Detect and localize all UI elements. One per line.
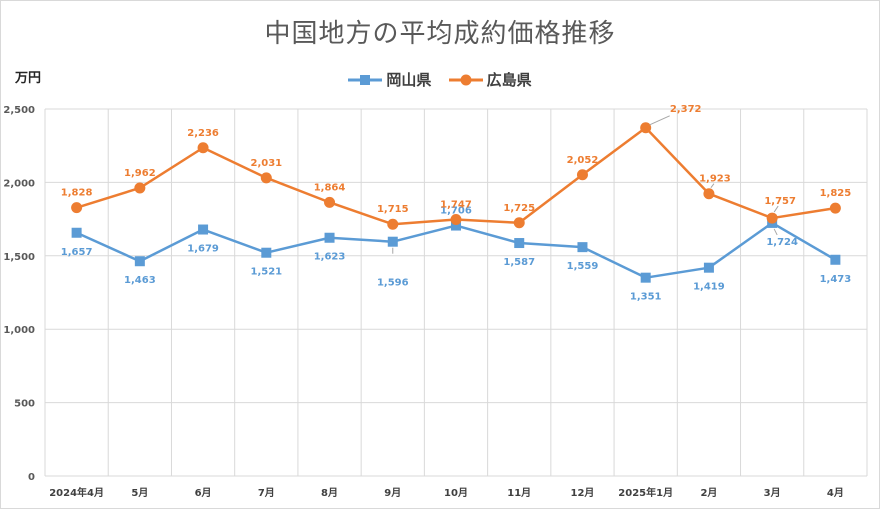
x-tick-label: 12月: [571, 487, 595, 499]
data-point-okayama: [640, 272, 651, 283]
x-tick-label: 6月: [195, 487, 212, 499]
data-label-okayama: 1,419: [693, 282, 725, 293]
data-label-okayama: 1,706: [440, 206, 472, 217]
data-point-hiroshima: [387, 218, 399, 230]
data-label-okayama: 1,679: [187, 244, 219, 255]
data-point-hiroshima: [71, 202, 83, 214]
data-label-hiroshima: 1,825: [820, 188, 852, 199]
data-point-okayama: [451, 220, 461, 231]
data-point-hiroshima: [766, 212, 778, 224]
data-label-okayama: 1,521: [250, 267, 282, 278]
data-point-okayama: [198, 224, 209, 235]
data-label-hiroshima: 1,715: [377, 204, 409, 215]
data-label-okayama: 1,473: [820, 274, 852, 285]
data-label-okayama: 1,559: [567, 261, 599, 272]
data-point-hiroshima: [260, 172, 272, 184]
data-point-hiroshima: [640, 122, 652, 134]
label-leader-line: [773, 205, 779, 213]
x-tick-label: 3月: [764, 487, 781, 499]
data-label-okayama: 1,724: [766, 237, 798, 248]
y-axis-unit-label: 万円: [15, 71, 42, 86]
y-tick-label: 1,500: [3, 252, 35, 263]
data-label-okayama: 1,596: [377, 278, 409, 289]
y-tick-label: 2,500: [3, 105, 35, 116]
data-label-hiroshima: 1,757: [764, 196, 796, 207]
data-point-hiroshima: [576, 169, 588, 181]
data-point-hiroshima: [197, 142, 209, 154]
data-label-hiroshima: 2,372: [670, 104, 702, 115]
data-point-okayama: [261, 247, 272, 258]
data-point-hiroshima: [450, 214, 462, 226]
data-point-okayama: [324, 232, 335, 243]
legend-label-okayama: 岡山県: [386, 71, 432, 89]
data-point-hiroshima: [703, 188, 715, 200]
data-point-okayama: [134, 256, 145, 267]
data-label-okayama: 1,463: [124, 275, 156, 286]
x-tick-label: 2025年1月: [618, 486, 673, 499]
x-tick-label: 10月: [444, 487, 468, 499]
data-label-okayama: 1,623: [314, 252, 346, 263]
data-point-hiroshima: [134, 182, 146, 194]
y-tick-label: 1,000: [3, 325, 35, 336]
data-point-okayama: [703, 262, 714, 273]
x-tick-label: 2024年4月: [49, 486, 104, 499]
data-label-hiroshima: 1,747: [440, 200, 472, 211]
data-label-hiroshima: 2,052: [567, 155, 599, 166]
x-tick-label: 5月: [131, 487, 148, 499]
legend-label-hiroshima: 広島県: [486, 71, 532, 89]
data-label-okayama: 1,587: [503, 257, 535, 268]
data-label-hiroshima: 2,236: [187, 128, 219, 139]
data-label-hiroshima: 1,864: [314, 182, 346, 193]
data-label-hiroshima: 2,031: [250, 158, 282, 169]
data-point-okayama: [830, 254, 841, 265]
x-tick-label: 2月: [700, 487, 717, 499]
data-label-okayama: 1,351: [630, 292, 662, 303]
y-tick-label: 0: [28, 472, 35, 483]
data-point-okayama: [71, 227, 82, 238]
x-tick-label: 11月: [507, 487, 531, 499]
data-label-hiroshima: 1,962: [124, 168, 156, 179]
label-leader-line: [649, 115, 670, 126]
data-label-hiroshima: 1,923: [699, 174, 731, 185]
data-point-okayama: [387, 236, 398, 247]
y-tick-label: 500: [14, 399, 35, 410]
label-leader-line: [710, 183, 715, 189]
legend-marker-circle: [448, 74, 483, 85]
data-point-hiroshima: [324, 196, 336, 208]
legend-entry-hiroshima: 広島県: [448, 69, 532, 90]
data-point-hiroshima: [829, 202, 841, 214]
data-label-hiroshima: 1,828: [61, 188, 93, 199]
legend: 岡山県 広島県: [1, 69, 879, 90]
legend-entry-okayama: 岡山県: [348, 69, 431, 90]
x-tick-label: 4月: [827, 487, 844, 499]
label-leader-line: [773, 228, 778, 236]
data-label-okayama: 1,657: [61, 247, 93, 258]
x-tick-label: 8月: [321, 487, 338, 499]
data-point-okayama: [514, 238, 525, 249]
chart-title: 中国地方の平均成約価格推移: [264, 19, 616, 49]
data-point-hiroshima: [513, 217, 525, 229]
y-tick-label: 2,000: [3, 178, 35, 189]
x-tick-label: 7月: [258, 487, 275, 499]
legend-marker-square: [348, 74, 383, 85]
data-point-okayama: [577, 242, 588, 253]
data-label-hiroshima: 1,725: [503, 203, 535, 214]
x-tick-label: 9月: [384, 487, 401, 499]
